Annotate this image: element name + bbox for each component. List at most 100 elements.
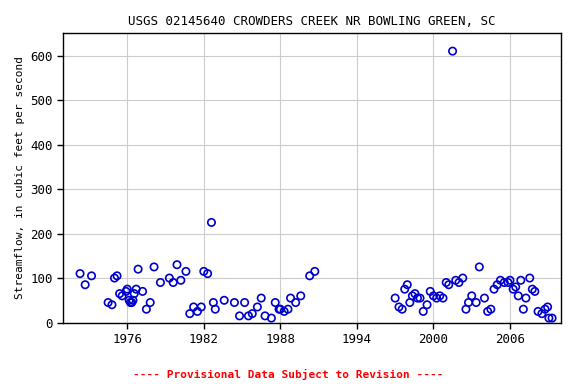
- Point: [149, 264, 158, 270]
- Point: [146, 300, 155, 306]
- Point: [432, 295, 441, 301]
- Point: [244, 313, 253, 319]
- Point: [514, 293, 523, 299]
- Point: [276, 306, 285, 312]
- Point: [253, 304, 262, 310]
- Point: [475, 264, 484, 270]
- Point: [406, 300, 415, 306]
- Text: ---- Provisional Data Subject to Revision ----: ---- Provisional Data Subject to Revisio…: [132, 369, 444, 380]
- Point: [543, 304, 552, 310]
- Point: [511, 284, 520, 290]
- Point: [413, 295, 422, 301]
- Point: [400, 286, 410, 292]
- Point: [448, 48, 457, 54]
- Point: [429, 293, 438, 299]
- Point: [464, 300, 473, 306]
- Point: [235, 313, 244, 319]
- Point: [203, 271, 212, 277]
- Point: [516, 277, 525, 283]
- Point: [199, 268, 209, 275]
- Point: [435, 293, 445, 299]
- Point: [415, 295, 425, 301]
- Point: [131, 286, 141, 292]
- Point: [403, 281, 412, 288]
- Point: [142, 306, 151, 312]
- Point: [461, 306, 471, 312]
- Point: [124, 297, 134, 303]
- Point: [240, 300, 249, 306]
- Point: [492, 281, 502, 288]
- Point: [122, 288, 131, 295]
- Point: [442, 280, 451, 286]
- Point: [509, 286, 518, 292]
- Point: [419, 308, 428, 314]
- Title: USGS 02145640 CROWDERS CREEK NR BOWLING GREEN, SC: USGS 02145640 CROWDERS CREEK NR BOWLING …: [128, 15, 496, 28]
- Point: [410, 291, 419, 297]
- Point: [544, 315, 554, 321]
- Point: [472, 300, 481, 306]
- Point: [219, 297, 229, 303]
- Point: [480, 295, 489, 301]
- Point: [397, 306, 407, 312]
- Point: [185, 311, 194, 317]
- Point: [260, 313, 270, 319]
- Point: [496, 277, 505, 283]
- Point: [305, 273, 314, 279]
- Point: [483, 308, 492, 314]
- Point: [426, 288, 435, 295]
- Point: [486, 306, 495, 312]
- Point: [112, 273, 122, 279]
- Point: [207, 219, 216, 225]
- Point: [176, 277, 185, 283]
- Point: [519, 306, 528, 312]
- Point: [123, 286, 132, 292]
- Point: [503, 280, 513, 286]
- Point: [248, 311, 257, 317]
- Point: [256, 295, 266, 301]
- Point: [169, 280, 178, 286]
- Point: [138, 288, 147, 295]
- Point: [454, 280, 464, 286]
- Point: [230, 300, 239, 306]
- Point: [75, 271, 85, 277]
- Point: [408, 293, 417, 299]
- Point: [130, 291, 139, 297]
- Point: [505, 277, 514, 283]
- Point: [211, 306, 220, 312]
- Point: [525, 275, 535, 281]
- Point: [104, 300, 113, 306]
- Point: [274, 306, 283, 312]
- Point: [286, 295, 295, 301]
- Point: [271, 300, 280, 306]
- Point: [115, 291, 124, 297]
- Point: [128, 297, 138, 303]
- Point: [81, 281, 90, 288]
- Point: [193, 308, 202, 314]
- Point: [127, 300, 137, 306]
- Point: [444, 281, 453, 288]
- Point: [156, 280, 165, 286]
- Point: [537, 311, 547, 317]
- Point: [547, 315, 556, 321]
- Point: [209, 300, 218, 306]
- Point: [490, 286, 499, 292]
- Point: [451, 277, 460, 283]
- Point: [291, 300, 300, 306]
- Point: [533, 308, 543, 314]
- Point: [391, 295, 400, 301]
- Point: [296, 293, 305, 299]
- Point: [310, 268, 320, 275]
- Point: [279, 308, 289, 314]
- Point: [521, 295, 530, 301]
- Point: [422, 302, 431, 308]
- Point: [172, 262, 181, 268]
- Point: [528, 286, 537, 292]
- Point: [134, 266, 143, 272]
- Point: [107, 302, 116, 308]
- Point: [196, 304, 206, 310]
- Point: [438, 295, 448, 301]
- Point: [126, 300, 135, 306]
- Point: [181, 268, 191, 275]
- Point: [118, 293, 127, 299]
- Point: [267, 315, 276, 321]
